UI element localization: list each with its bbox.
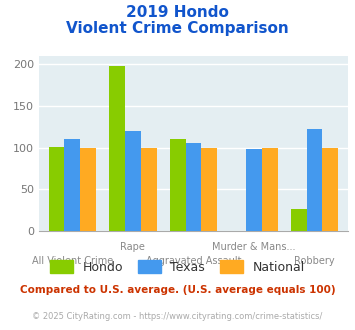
Bar — [170, 139, 186, 231]
Bar — [80, 148, 96, 231]
Text: © 2025 CityRating.com - https://www.cityrating.com/crime-statistics/: © 2025 CityRating.com - https://www.city… — [32, 312, 323, 321]
Text: Aggravated Assault: Aggravated Assault — [146, 256, 241, 266]
Bar — [246, 149, 262, 231]
Text: All Violent Crime: All Violent Crime — [32, 256, 113, 266]
Bar — [65, 139, 80, 231]
Bar — [186, 143, 201, 231]
Text: Compared to U.S. average. (U.S. average equals 100): Compared to U.S. average. (U.S. average … — [20, 285, 335, 295]
Bar — [262, 148, 278, 231]
Text: 2019 Hondo: 2019 Hondo — [126, 5, 229, 20]
Bar — [291, 209, 307, 231]
Text: Robbery: Robbery — [294, 256, 335, 266]
Bar — [109, 66, 125, 231]
Bar — [49, 147, 65, 231]
Legend: Hondo, Texas, National: Hondo, Texas, National — [45, 255, 310, 279]
Text: Murder & Mans...: Murder & Mans... — [212, 242, 296, 252]
Text: Rape: Rape — [120, 242, 145, 252]
Text: Violent Crime Comparison: Violent Crime Comparison — [66, 21, 289, 36]
Bar — [201, 148, 217, 231]
Bar — [322, 148, 338, 231]
Bar — [307, 129, 322, 231]
Bar — [125, 131, 141, 231]
Bar — [141, 148, 157, 231]
